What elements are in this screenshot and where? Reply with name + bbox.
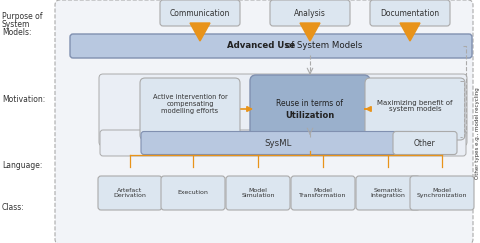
FancyBboxPatch shape <box>160 0 240 26</box>
Text: Other: Other <box>414 139 436 148</box>
FancyBboxPatch shape <box>161 176 225 210</box>
Text: Artefact
Derivation: Artefact Derivation <box>114 188 146 198</box>
Text: Language:: Language: <box>2 160 42 170</box>
Text: Purpose of: Purpose of <box>2 12 43 21</box>
FancyBboxPatch shape <box>99 74 467 146</box>
FancyBboxPatch shape <box>356 176 420 210</box>
Polygon shape <box>190 23 210 41</box>
Text: Utilization: Utilization <box>286 111 335 120</box>
FancyBboxPatch shape <box>100 130 466 156</box>
FancyBboxPatch shape <box>98 176 162 210</box>
FancyBboxPatch shape <box>70 34 472 58</box>
Text: Model
Simulation: Model Simulation <box>241 188 275 198</box>
FancyBboxPatch shape <box>140 78 240 140</box>
FancyBboxPatch shape <box>141 131 415 155</box>
Text: Other types e.g., model recycling: Other types e.g., model recycling <box>475 87 480 179</box>
Text: Reuse in terms of: Reuse in terms of <box>276 98 344 107</box>
Text: Semantic
Integration: Semantic Integration <box>371 188 406 198</box>
Text: Maximizing benefit of
system models: Maximizing benefit of system models <box>377 99 453 113</box>
FancyBboxPatch shape <box>270 0 350 26</box>
Text: of System Models: of System Models <box>283 42 363 51</box>
Text: Model
Synchronization: Model Synchronization <box>417 188 467 198</box>
Text: Communication: Communication <box>170 9 230 17</box>
FancyBboxPatch shape <box>410 176 474 210</box>
FancyBboxPatch shape <box>226 176 290 210</box>
Text: Active intervention for
compensating
modelling efforts: Active intervention for compensating mod… <box>153 94 228 114</box>
Polygon shape <box>400 23 420 41</box>
FancyBboxPatch shape <box>291 176 355 210</box>
FancyBboxPatch shape <box>55 0 473 243</box>
Text: Models:: Models: <box>2 28 32 37</box>
FancyBboxPatch shape <box>250 75 370 143</box>
Text: System: System <box>2 20 30 29</box>
Text: Motivation:: Motivation: <box>2 95 45 104</box>
Text: Documentation: Documentation <box>381 9 440 17</box>
Text: SysML: SysML <box>264 139 292 148</box>
Text: Advanced Use: Advanced Use <box>227 42 295 51</box>
Text: Model
Transformation: Model Transformation <box>300 188 347 198</box>
Text: Class:: Class: <box>2 203 25 212</box>
FancyBboxPatch shape <box>365 78 465 140</box>
Polygon shape <box>300 23 320 41</box>
Text: Execution: Execution <box>178 191 208 196</box>
FancyBboxPatch shape <box>393 131 457 155</box>
Text: Analysis: Analysis <box>294 9 326 17</box>
FancyBboxPatch shape <box>370 0 450 26</box>
